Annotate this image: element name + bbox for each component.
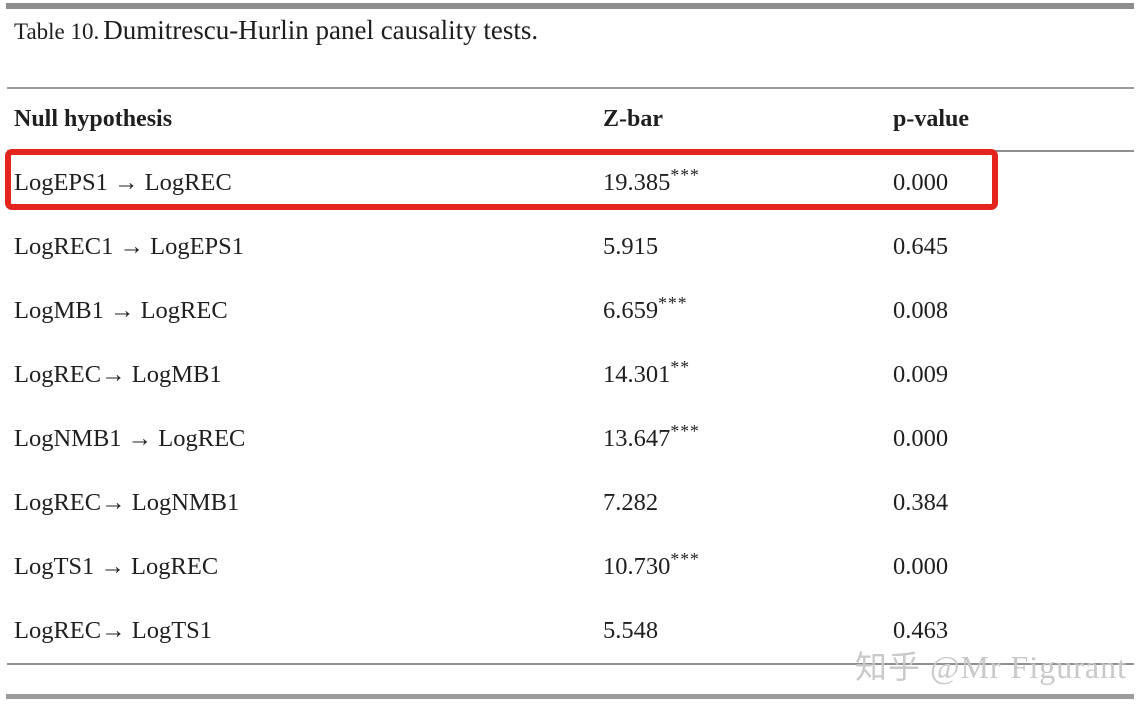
zbar-cell: 10.730*** <box>603 535 700 599</box>
zbar-value: 5.915 <box>603 233 659 260</box>
zbar-value: 19.385 <box>603 169 671 196</box>
significance-stars: ** <box>670 357 690 377</box>
table-row: LogREC→ LogNMB1 7.282 0.384 <box>0 471 1141 535</box>
watermark: 知乎 @Mr Figurant <box>854 649 1127 685</box>
pvalue-cell: 0.000 <box>893 425 949 452</box>
significance-stars: *** <box>670 421 700 441</box>
table-row: LogREC→ LogTS1 5.548 0.463 <box>0 599 1141 663</box>
table-rows: LogEPS1 → LogREC 19.385*** 0.000 LogREC1 → … <box>0 151 1141 663</box>
table-bottom-rule <box>7 663 1134 665</box>
zbar-value: 14.301 <box>603 361 671 388</box>
null-hypothesis-cell: LogEPS1 → LogREC <box>14 169 232 196</box>
zbar-cell: 14.301** <box>603 343 690 407</box>
significance-stars: *** <box>658 293 688 313</box>
column-header-pvalue: p-value <box>893 106 970 132</box>
zbar-cell: 6.659*** <box>603 279 688 343</box>
table-row: LogMB1 → LogREC 6.659*** 0.008 <box>0 279 1141 343</box>
zbar-value: 5.548 <box>603 617 659 644</box>
table-number-label: Table 10. <box>14 19 100 44</box>
table-row: LogREC1 → LogEPS1 5.915 0.645 <box>0 215 1141 279</box>
pvalue-cell: 0.463 <box>893 617 949 644</box>
pvalue-cell: 0.000 <box>893 169 949 196</box>
pvalue-cell: 0.645 <box>893 233 949 260</box>
zbar-value: 6.659 <box>603 297 659 324</box>
null-hypothesis-cell: LogMB1 → LogREC <box>14 297 228 324</box>
null-hypothesis-cell: LogREC→ LogTS1 <box>14 617 213 644</box>
table-description: Dumitrescu-Hurlin panel causality tests. <box>103 15 539 45</box>
zbar-cell: 13.647*** <box>603 407 700 471</box>
zbar-cell: 7.282 <box>603 471 658 535</box>
null-hypothesis-cell: LogREC→ LogMB1 <box>14 361 222 388</box>
column-header-null-hypothesis: Null hypothesis <box>14 106 173 132</box>
pvalue-cell: 0.384 <box>893 489 949 516</box>
table-caption: Table 10. Dumitrescu-Hurlin panel causal… <box>14 15 538 46</box>
header-top-rule <box>7 87 1134 89</box>
significance-stars: *** <box>670 165 700 185</box>
pvalue-cell: 0.000 <box>893 553 949 580</box>
null-hypothesis-cell: LogTS1 → LogREC <box>14 553 219 580</box>
table-header-row: Null hypothesis Z-bar p-value <box>0 88 1141 150</box>
null-hypothesis-cell: LogNMB1 → LogREC <box>14 425 246 452</box>
zbar-value: 10.730 <box>603 553 671 580</box>
table-row: LogTS1 → LogREC 10.730*** 0.000 <box>0 535 1141 599</box>
pvalue-cell: 0.008 <box>893 297 949 324</box>
bottom-thick-divider <box>6 694 1134 699</box>
zbar-value: 7.282 <box>603 489 659 516</box>
pvalue-cell: 0.009 <box>893 361 949 388</box>
zbar-cell: 19.385*** <box>603 151 700 215</box>
top-thick-divider <box>6 3 1134 9</box>
null-hypothesis-cell: LogREC→ LogNMB1 <box>14 489 240 516</box>
significance-stars: *** <box>670 549 700 569</box>
zbar-cell: 5.548 <box>603 599 658 663</box>
zbar-cell: 5.915 <box>603 215 658 279</box>
zbar-value: 13.647 <box>603 425 671 452</box>
table-row: LogNMB1 → LogREC 13.647*** 0.000 <box>0 407 1141 471</box>
table-row: LogEPS1 → LogREC 19.385*** 0.000 <box>0 151 1141 215</box>
highlight-annotation-box <box>5 149 998 210</box>
null-hypothesis-cell: LogREC1 → LogEPS1 <box>14 233 245 260</box>
column-header-zbar: Z-bar <box>603 106 663 132</box>
table-row: LogREC→ LogMB1 14.301** 0.009 <box>0 343 1141 407</box>
